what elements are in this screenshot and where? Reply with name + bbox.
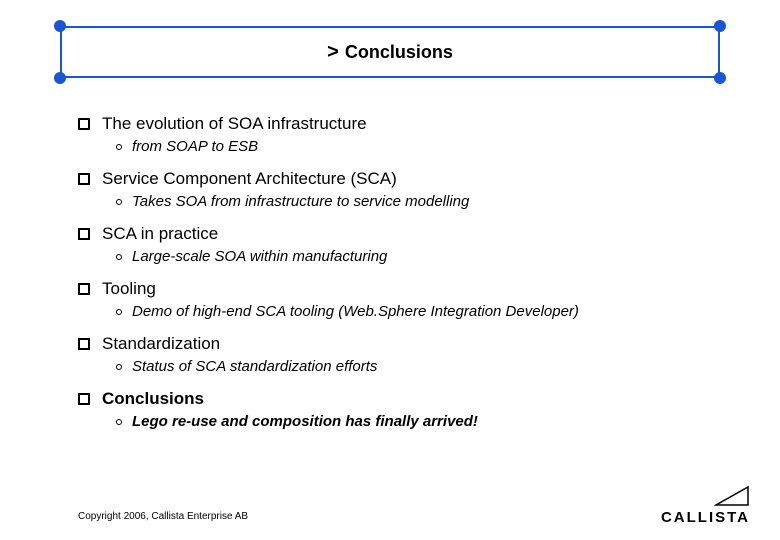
circle-bullet-icon bbox=[116, 419, 122, 425]
list-item: Standardization Status of SCA standardiz… bbox=[78, 334, 730, 375]
list-item: The evolution of SOA infrastructure from… bbox=[78, 114, 730, 155]
logo-text: CALLISTA bbox=[661, 509, 750, 526]
title-border: > Conclusions bbox=[60, 26, 720, 78]
title-label: Conclusions bbox=[345, 42, 453, 62]
sub-text: Lego re-use and composition has finally … bbox=[132, 413, 478, 430]
sub-point: Large-scale SOA within manufacturing bbox=[116, 248, 730, 265]
sub-text: Takes SOA from infrastructure to service… bbox=[132, 193, 469, 210]
circle-bullet-icon bbox=[116, 254, 122, 260]
main-text: Tooling bbox=[102, 279, 156, 299]
sub-point: Takes SOA from infrastructure to service… bbox=[116, 193, 730, 210]
circle-bullet-icon bbox=[116, 144, 122, 150]
square-bullet-icon bbox=[78, 173, 90, 185]
sub-text: Status of SCA standardization efforts bbox=[132, 358, 377, 375]
main-text: Conclusions bbox=[102, 389, 204, 409]
sub-point: Lego re-use and composition has finally … bbox=[116, 413, 730, 430]
main-text: Standardization bbox=[102, 334, 220, 354]
square-bullet-icon bbox=[78, 283, 90, 295]
circle-bullet-icon bbox=[116, 364, 122, 370]
main-text: SCA in practice bbox=[102, 224, 218, 244]
circle-bullet-icon bbox=[116, 309, 122, 315]
main-point: Standardization bbox=[78, 334, 730, 354]
list-item: Service Component Architecture (SCA) Tak… bbox=[78, 169, 730, 210]
square-bullet-icon bbox=[78, 118, 90, 130]
square-bullet-icon bbox=[78, 228, 90, 240]
sub-text: Large-scale SOA within manufacturing bbox=[132, 248, 387, 265]
main-point: Service Component Architecture (SCA) bbox=[78, 169, 730, 189]
square-bullet-icon bbox=[78, 393, 90, 405]
title-box: > Conclusions bbox=[52, 18, 728, 86]
main-point: The evolution of SOA infrastructure bbox=[78, 114, 730, 134]
sub-text: from SOAP to ESB bbox=[132, 138, 258, 155]
content-area: The evolution of SOA infrastructure from… bbox=[78, 114, 730, 444]
slide-title: > Conclusions bbox=[327, 41, 453, 64]
main-text: Service Component Architecture (SCA) bbox=[102, 169, 397, 189]
chevron-right-icon: > bbox=[327, 41, 339, 63]
main-point: SCA in practice bbox=[78, 224, 730, 244]
main-text: The evolution of SOA infrastructure bbox=[102, 114, 367, 134]
list-item: Tooling Demo of high-end SCA tooling (We… bbox=[78, 279, 730, 320]
callista-logo: CALLISTA bbox=[661, 485, 750, 526]
main-point: Tooling bbox=[78, 279, 730, 299]
copyright-footer: Copyright 2006, Callista Enterprise AB bbox=[78, 511, 248, 522]
sub-text: Demo of high-end SCA tooling (Web.Sphere… bbox=[132, 303, 579, 320]
sub-point: from SOAP to ESB bbox=[116, 138, 730, 155]
list-item: SCA in practice Large-scale SOA within m… bbox=[78, 224, 730, 265]
sub-point: Status of SCA standardization efforts bbox=[116, 358, 730, 375]
triangle-icon bbox=[714, 485, 750, 507]
main-point: Conclusions bbox=[78, 389, 730, 409]
sub-point: Demo of high-end SCA tooling (Web.Sphere… bbox=[116, 303, 730, 320]
circle-bullet-icon bbox=[116, 199, 122, 205]
slide: > Conclusions The evolution of SOA infras… bbox=[0, 0, 780, 540]
list-item: Conclusions Lego re-use and composition … bbox=[78, 389, 730, 430]
square-bullet-icon bbox=[78, 338, 90, 350]
